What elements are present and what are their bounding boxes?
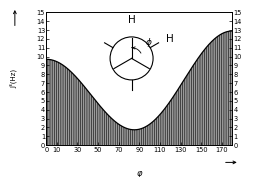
Text: $\phi$: $\phi$ <box>145 36 152 49</box>
Text: H: H <box>166 34 174 44</box>
Text: φ: φ <box>136 169 142 177</box>
Text: H: H <box>128 15 135 25</box>
Text: J³(Hz): J³(Hz) <box>10 69 18 88</box>
